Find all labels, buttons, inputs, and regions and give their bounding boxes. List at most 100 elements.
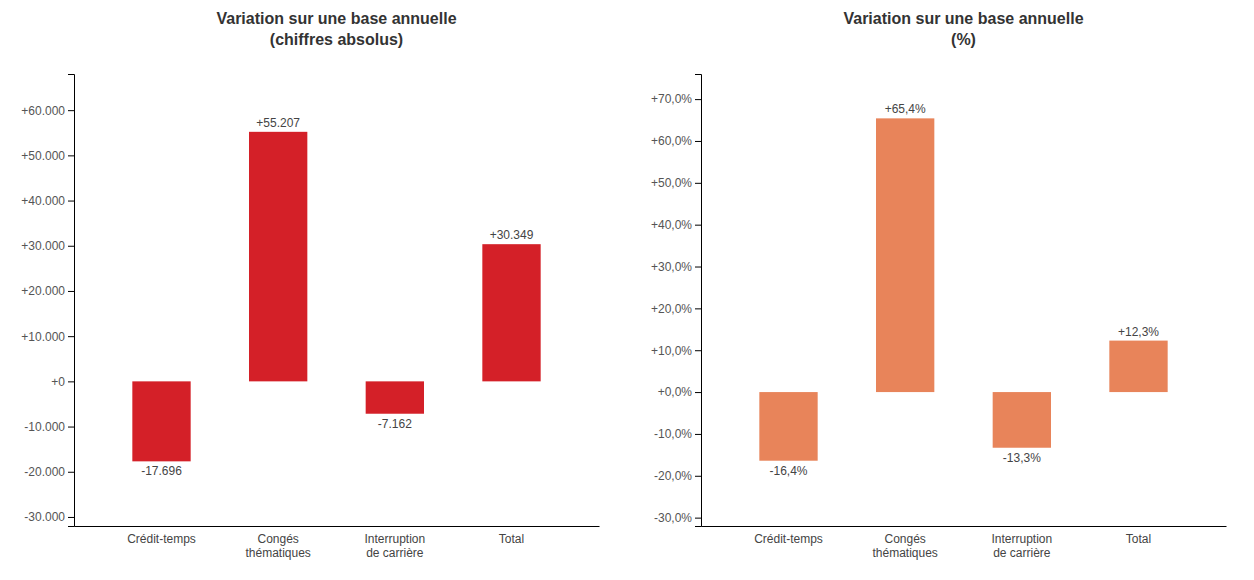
tick-mark: [68, 336, 74, 337]
tick-mark: [695, 267, 701, 268]
tick-mark: [695, 434, 701, 435]
tick-mark: [695, 225, 701, 226]
tick-label: +0,0%: [658, 385, 693, 399]
panel: Variation sur une base annuelle(chiffres…: [21, 10, 599, 560]
axis-line: [695, 75, 702, 527]
tick-label: Interruptionde carrière: [991, 532, 1052, 560]
x-axis: Crédit-temps Congésthématiques Interruptio…: [75, 527, 600, 560]
tick-label: -10.000: [24, 420, 65, 434]
data-label: +12,3%: [1118, 325, 1159, 339]
bar: [482, 244, 540, 381]
tick-mark: [695, 518, 701, 519]
bar: [1109, 341, 1167, 392]
tick: Congésthématiques: [872, 532, 937, 560]
tick-label: Interruptionde carrière: [364, 532, 425, 560]
tick: Interruptionde carrière: [991, 532, 1052, 560]
data-label: -7.162: [378, 417, 412, 431]
tick: +40,0%: [651, 218, 701, 232]
data-labels: -17.696 +55.207 -7.162 +30.349: [141, 116, 534, 478]
tick-mark: [68, 517, 74, 518]
tick-label: +70,0%: [651, 92, 692, 106]
tick: Crédit-temps: [754, 532, 823, 546]
tick: +40.000: [21, 194, 74, 208]
tick-label: +20.000: [21, 284, 65, 298]
bar: [759, 392, 817, 461]
tick-label: +40,0%: [651, 218, 692, 232]
tick-label: +10,0%: [651, 344, 692, 358]
tick-label: +60,0%: [651, 134, 692, 148]
data-label: -17.696: [141, 464, 182, 478]
axis-line: [75, 526, 600, 527]
tick-label: Total: [499, 532, 524, 546]
data-label: +55.207: [256, 116, 300, 130]
bar: [876, 118, 934, 392]
panel: Variation sur une base annuelle(%) -30,0%…: [651, 10, 1227, 560]
tick: +10.000: [21, 330, 74, 344]
tick-mark: [68, 427, 74, 428]
bars: [759, 118, 1167, 460]
tick: +60,0%: [651, 134, 701, 148]
tick: +0,0%: [658, 385, 701, 399]
tick-label: Total: [1126, 532, 1151, 546]
tick: +30,0%: [651, 260, 701, 274]
tick-label: -30,0%: [654, 511, 692, 525]
bar: [132, 381, 190, 461]
tick-mark: [68, 246, 74, 247]
title: Variation sur une base annuelle(%): [843, 10, 1083, 48]
figure: Variation sur une base annuelle(chiffres…: [0, 0, 1254, 580]
tick-mark: [68, 155, 74, 156]
y-axis: -30.000 -20.000 -10.000 +0 +10.000 +20.000 +30…: [21, 75, 74, 527]
tick: Total: [1126, 532, 1151, 546]
data-label: +30.349: [490, 228, 534, 242]
tick: +10,0%: [651, 344, 701, 358]
tick: Total: [499, 532, 524, 546]
tick-label: +40.000: [21, 194, 65, 208]
tick: Interruptionde carrière: [364, 532, 425, 560]
tick-mark: [695, 392, 701, 393]
tick: -10.000: [24, 420, 74, 434]
tick-label: +30.000: [21, 239, 65, 253]
tick-label: Crédit-temps: [754, 532, 823, 546]
tick: +50,0%: [651, 176, 701, 190]
tick-mark: [695, 183, 701, 184]
tick-label: +30,0%: [651, 260, 692, 274]
bar: [249, 132, 307, 382]
tick: +50.000: [21, 149, 74, 163]
data-label: -16,4%: [769, 464, 807, 478]
tick: +30.000: [21, 239, 74, 253]
tick-label: -20.000: [24, 465, 65, 479]
tick: +60.000: [21, 104, 74, 118]
bars: [132, 132, 540, 462]
tick: -30.000: [24, 510, 74, 524]
data-labels: -16,4%+65,4%-13,3%+12,3%: [769, 102, 1159, 477]
tick-mark: [695, 476, 701, 477]
data-label: -13,3%: [1003, 451, 1041, 465]
tick: -30,0%: [654, 511, 701, 525]
tick-mark: [695, 141, 701, 142]
tick-label: +20,0%: [651, 302, 692, 316]
tick-label: Congésthématiques: [245, 532, 310, 560]
tick-label: +10.000: [21, 330, 65, 344]
title: Variation sur une base annuelle(chiffres…: [216, 10, 456, 48]
tick-mark: [68, 381, 74, 382]
axis-line: [68, 75, 75, 527]
tick-mark: [68, 110, 74, 111]
tick: +20,0%: [651, 302, 701, 316]
tick-label: +50,0%: [651, 176, 692, 190]
tick: -20.000: [24, 465, 74, 479]
tick: -10,0%: [654, 427, 701, 441]
tick: -20,0%: [654, 469, 701, 483]
tick-label: +0: [51, 375, 65, 389]
tick-label: -20,0%: [654, 469, 692, 483]
tick-label: -10,0%: [654, 427, 692, 441]
tick-label: Crédit-temps: [127, 532, 196, 546]
tick: +20.000: [21, 284, 74, 298]
tick-mark: [68, 472, 74, 473]
axis-line: [702, 526, 1227, 527]
tick: +70,0%: [651, 92, 701, 106]
tick-mark: [695, 308, 701, 309]
bar: [366, 381, 424, 413]
x-axis: Crédit-temps Congésthématiques Interruptio…: [702, 527, 1227, 560]
bar: [993, 392, 1051, 448]
tick-mark: [68, 201, 74, 202]
